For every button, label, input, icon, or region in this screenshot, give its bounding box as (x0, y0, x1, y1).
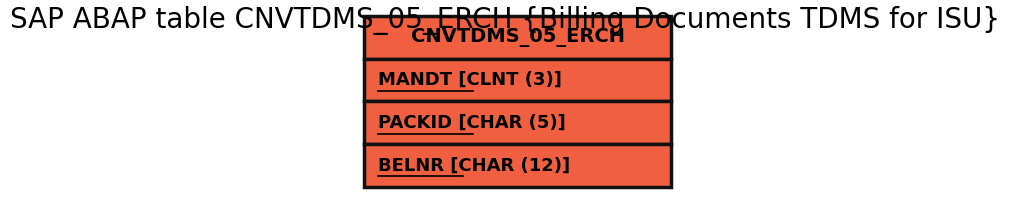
Bar (364, 16, 671, 59)
Text: BELNR [CHAR (12)]: BELNR [CHAR (12)] (378, 157, 570, 175)
Bar (364, 144, 671, 187)
Text: MANDT [CLNT (3)]: MANDT [CLNT (3)] (378, 71, 562, 89)
Text: PACKID [CHAR (5)]: PACKID [CHAR (5)] (378, 114, 565, 132)
Bar (364, 59, 671, 101)
Bar (364, 101, 671, 144)
Text: SAP ABAP table CNVTDMS_05_ERCH {Billing Documents TDMS for ISU}: SAP ABAP table CNVTDMS_05_ERCH {Billing … (10, 6, 1001, 35)
Text: CNVTDMS_05_ERCH: CNVTDMS_05_ERCH (411, 28, 624, 47)
